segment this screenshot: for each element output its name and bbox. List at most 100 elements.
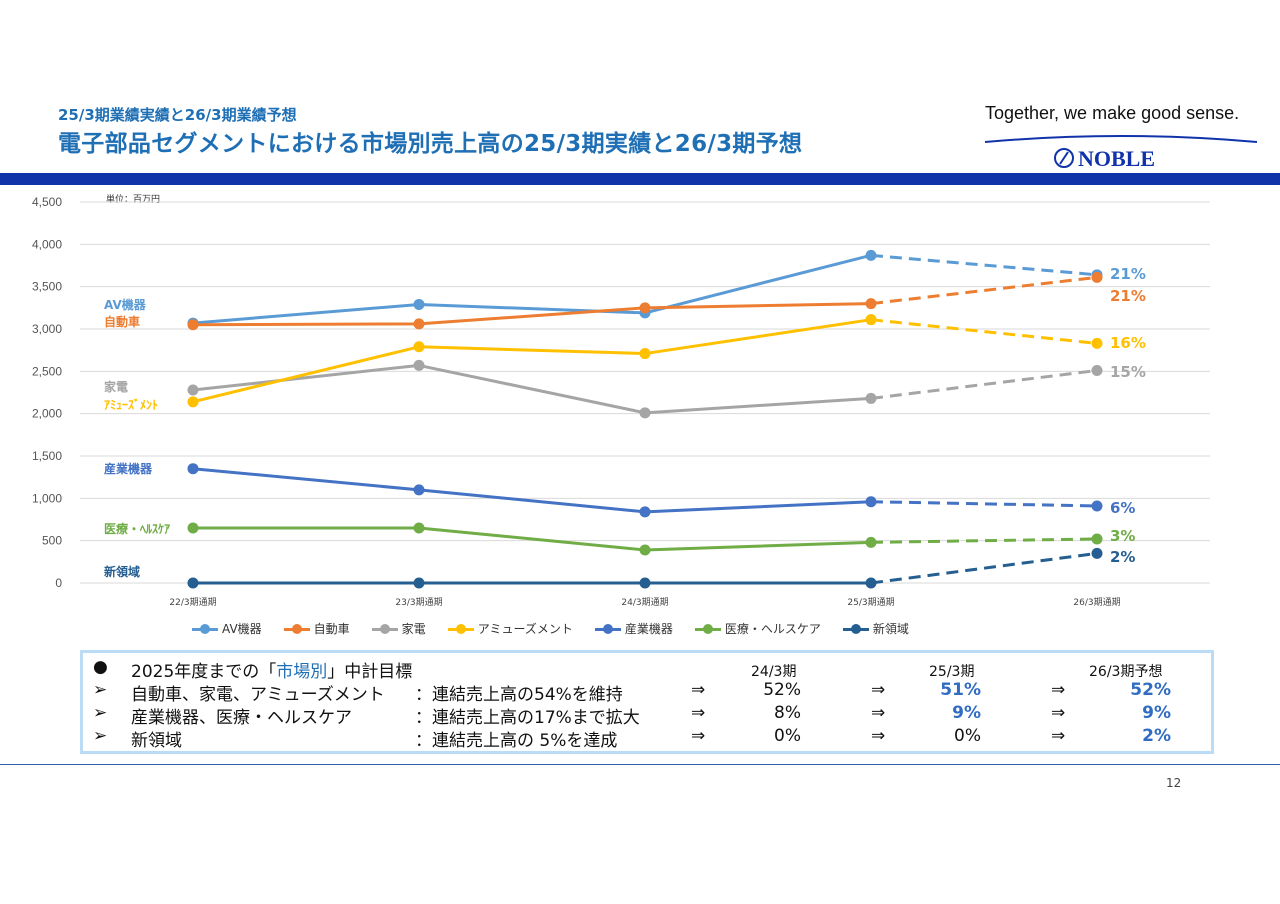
y-tick-label: 4,000 [32, 237, 62, 251]
series-forecast-line [870, 368, 1098, 400]
footer-line [0, 764, 1280, 765]
y-tick-label: 4,500 [32, 195, 62, 209]
page-subtitle: 25/3期業績実績と26/3期業績予想 [58, 106, 297, 124]
data-point [413, 318, 425, 330]
data-point [413, 577, 425, 589]
data-point [413, 522, 425, 534]
series-forecast-line [870, 275, 1098, 306]
arrow-icon: ⇒ [1051, 726, 1066, 746]
series-forecast-line [870, 318, 1098, 345]
series-side-label: 家電 [104, 379, 128, 394]
series-line [192, 467, 872, 514]
data-point [865, 298, 877, 310]
x-tick-label: 25/3期通期 [847, 597, 894, 608]
data-point [1091, 337, 1103, 349]
y-tick-label: 1,000 [32, 491, 62, 505]
data-point [187, 319, 199, 331]
headline-prefix: 2025年度までの「 [131, 662, 277, 682]
target-desc: ：連結売上高の17%まで拡大 [415, 708, 640, 728]
y-tick-label: 3,500 [32, 280, 62, 294]
series-side-label: AV機器 [104, 297, 147, 312]
data-point [865, 577, 877, 589]
logo-text: NOBLE [1078, 146, 1155, 171]
legend-label: 家電 [401, 622, 426, 636]
target-label: 産業機器、医療・ヘルスケア [131, 708, 352, 728]
data-point [1091, 533, 1103, 545]
legend-swatch [594, 623, 621, 635]
data-point [1091, 500, 1103, 512]
arrow-icon: ⇒ [691, 703, 706, 723]
legend-swatch [283, 623, 310, 635]
series-end-label: 2% [1110, 548, 1135, 566]
legend-swatch [371, 623, 398, 635]
data-point [187, 577, 199, 589]
series-end-label: 15% [1110, 363, 1146, 381]
data-point [413, 298, 425, 310]
y-tick-label: 0 [55, 576, 62, 590]
data-point [187, 396, 199, 408]
value-25: 51% [940, 680, 981, 700]
data-point [413, 341, 425, 353]
legend-swatch [842, 623, 869, 635]
series-line [192, 253, 872, 325]
target-desc: ：連結売上高の54%を維持 [415, 685, 623, 705]
bullet-arrow: ➢ [93, 726, 108, 746]
value-25: 9% [952, 703, 981, 723]
legend-label: AV機器 [222, 622, 262, 636]
series-line [193, 526, 872, 552]
series-end-label: 21% [1110, 287, 1146, 305]
series-end-label: 16% [1110, 334, 1146, 352]
y-tick-label: 1,500 [32, 449, 62, 463]
data-point [1091, 364, 1103, 376]
header-band [0, 173, 1280, 185]
legend-item: 自動車 [283, 620, 350, 637]
legend-swatch [192, 623, 218, 635]
data-point [639, 302, 651, 314]
arrow-icon: ⇒ [691, 726, 706, 746]
series-end-label: 3% [1110, 527, 1135, 545]
noble-logo: NOBLE [984, 135, 1258, 171]
data-point [1091, 547, 1103, 559]
data-point [187, 522, 199, 534]
series-end-label: 21% [1110, 265, 1146, 283]
unit-label: 単位：百万円 [106, 195, 161, 205]
value-24: 8% [774, 703, 801, 723]
market-sales-line-chart: 0 500 1,000 1,500 2,000 2,500 3,000 3,500 4,000 4… [32, 195, 1210, 608]
arrow-icon: ⇒ [871, 703, 886, 723]
legend-item: アミューズメント [447, 620, 573, 637]
series-line [192, 302, 872, 327]
data-point [187, 384, 199, 396]
series-line [192, 363, 872, 415]
series-side-label: 医療・ﾍﾙｽｹｱ [104, 521, 170, 536]
legend-label: 産業機器 [624, 622, 673, 636]
midterm-targets-box: ● 2025年度までの「市場別」中計目標 24/3期 25/3期 26/3期予想… [80, 650, 1214, 754]
data-point [413, 359, 425, 371]
value-25: 0% [954, 726, 981, 746]
target-desc: ：連結売上高の 5%を達成 [415, 731, 618, 751]
series-end-label: 6% [1110, 499, 1135, 517]
series-side-label: 新領域 [104, 564, 140, 579]
series-side-label: 産業機器 [104, 461, 153, 476]
legend-swatch [447, 623, 474, 635]
data-point [639, 506, 651, 518]
legend-item: 新領域 [842, 620, 909, 637]
value-26: 52% [1130, 680, 1171, 700]
data-point [865, 536, 877, 548]
col-header-25: 25/3期 [929, 664, 975, 680]
y-tick-label: 3,000 [32, 322, 62, 336]
target-label: 自動車、家電、アミューズメント [131, 685, 385, 705]
data-point [413, 484, 425, 496]
series-forecast-line [870, 551, 1098, 585]
bullet-arrow: ➢ [93, 680, 108, 700]
legend-item: 医療・ヘルスケア [694, 620, 821, 637]
value-26: 9% [1142, 703, 1171, 723]
series-forecast-line [870, 253, 1098, 277]
legend-label: 新領域 [872, 622, 909, 636]
page-title: 電子部品セグメントにおける市場別売上高の25/3期実績と26/3期予想 [58, 131, 803, 157]
data-point [639, 544, 651, 556]
data-point [865, 496, 877, 508]
value-26: 2% [1142, 726, 1171, 746]
data-point [639, 407, 651, 419]
series-forecast-line [870, 500, 1098, 508]
arrow-icon: ⇒ [1051, 680, 1066, 700]
